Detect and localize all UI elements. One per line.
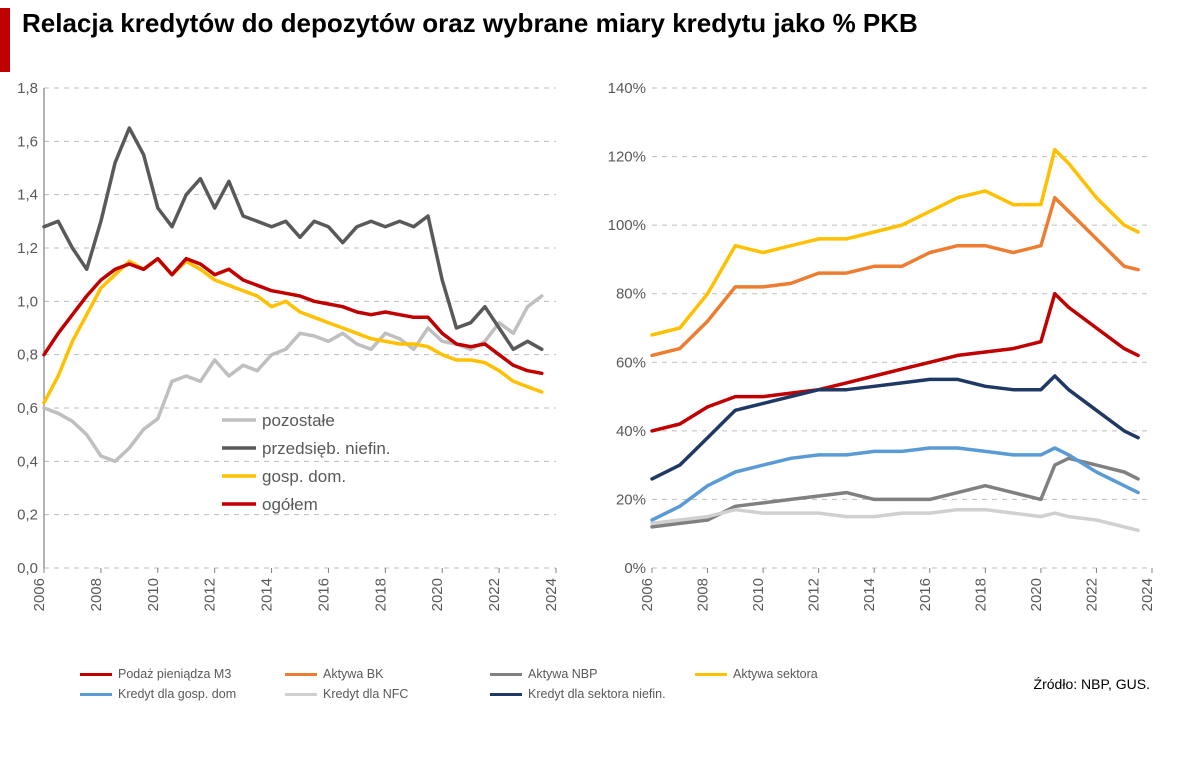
svg-text:gosp. dom.: gosp. dom.	[262, 467, 346, 486]
svg-text:1,4: 1,4	[17, 187, 38, 204]
accent-bar	[0, 8, 10, 72]
svg-text:2006: 2006	[639, 578, 656, 611]
svg-text:0,4: 0,4	[17, 453, 38, 470]
svg-text:0,8: 0,8	[17, 347, 38, 364]
svg-text:2024: 2024	[543, 578, 560, 611]
legend-swatch	[80, 693, 112, 696]
legend-item-podaz_m3: Podaż pieniądza M3	[80, 664, 285, 684]
svg-text:1,8: 1,8	[17, 80, 38, 97]
svg-text:2018: 2018	[372, 578, 389, 611]
svg-text:2008: 2008	[88, 578, 105, 611]
svg-text:2010: 2010	[145, 578, 162, 611]
chart-left: 0,0 0,2 0,4 0,6 0,8 1,0 1,2 1,4 1,6 1,8 2006 2008 20…	[0, 78, 570, 658]
svg-text:2020: 2020	[1028, 578, 1045, 611]
svg-text:2006: 2006	[31, 578, 48, 611]
title-row: Relacja kredytów do depozytów oraz wybra…	[0, 0, 1200, 72]
svg-text:2022: 2022	[486, 578, 503, 611]
source-text: Źródło: NBP, GUS.	[1034, 676, 1170, 692]
charts-row: 0,0 0,2 0,4 0,6 0,8 1,0 1,2 1,4 1,6 1,8 2006 2008 20…	[0, 72, 1200, 658]
legend-label: Aktywa BK	[323, 667, 383, 681]
svg-text:1,6: 1,6	[17, 133, 38, 150]
svg-text:0,0: 0,0	[17, 560, 38, 577]
svg-text:pozostałe: pozostałe	[262, 411, 335, 430]
legend-swatch	[285, 673, 317, 676]
bottom-legend: Podaż pieniądza M3 Aktywa BK Aktywa NBP Akt…	[0, 658, 1200, 704]
svg-text:przedsięb. niefin.: przedsięb. niefin.	[262, 439, 391, 458]
legend-item-kredyt_sektor_niefin: Kredyt dla sektora niefin.	[490, 684, 695, 704]
svg-text:0,6: 0,6	[17, 400, 38, 417]
svg-text:60%: 60%	[616, 354, 646, 371]
legend-label: Kredyt dla gosp. dom	[118, 687, 236, 701]
svg-text:2014: 2014	[861, 578, 878, 611]
legend-item-aktywa_sektora: Aktywa sektora	[695, 664, 900, 684]
svg-text:2016: 2016	[917, 578, 934, 611]
legend-item-kredyt_gosp_dom: Kredyt dla gosp. dom	[80, 684, 285, 704]
legend-label: Podaż pieniądza M3	[118, 667, 231, 681]
svg-text:2020: 2020	[429, 578, 446, 611]
svg-text:40%: 40%	[616, 423, 646, 440]
svg-text:120%: 120%	[608, 149, 646, 166]
chart-right: 0% 20% 40% 60% 80% 100% 120% 140% 2006 2008 2010 20…	[586, 78, 1166, 658]
svg-text:2022: 2022	[1083, 578, 1100, 611]
svg-text:ogółem: ogółem	[262, 495, 318, 514]
svg-text:80%: 80%	[616, 286, 646, 303]
svg-text:2016: 2016	[315, 578, 332, 611]
legend-item-aktywa_nbp: Aktywa NBP	[490, 664, 695, 684]
svg-text:1,0: 1,0	[17, 293, 38, 310]
svg-text:2008: 2008	[695, 578, 712, 611]
legend-swatch	[285, 693, 317, 696]
legend-label: Aktywa NBP	[528, 667, 597, 681]
svg-text:2018: 2018	[972, 578, 989, 611]
svg-text:1,2: 1,2	[17, 240, 38, 257]
legend-swatch	[695, 673, 727, 676]
legend-item-kredyt_nfc: Kredyt dla NFC	[285, 684, 490, 704]
svg-text:0,2: 0,2	[17, 507, 38, 524]
legend-item-aktywa_bk: Aktywa BK	[285, 664, 490, 684]
svg-text:0%: 0%	[624, 560, 646, 577]
svg-text:2012: 2012	[202, 578, 219, 611]
svg-text:2024: 2024	[1139, 578, 1156, 611]
legend-label: Kredyt dla NFC	[323, 687, 408, 701]
svg-text:20%: 20%	[616, 491, 646, 508]
legend-label: Aktywa sektora	[733, 667, 818, 681]
page-title: Relacja kredytów do depozytów oraz wybra…	[22, 8, 918, 39]
svg-text:2012: 2012	[806, 578, 823, 611]
legend-swatch	[490, 673, 522, 676]
svg-text:100%: 100%	[608, 217, 646, 234]
svg-text:2010: 2010	[750, 578, 767, 611]
svg-text:2014: 2014	[259, 578, 276, 611]
legend-label: Kredyt dla sektora niefin.	[528, 687, 666, 701]
legend-swatch	[490, 693, 522, 696]
svg-text:140%: 140%	[608, 80, 646, 97]
legend-swatch	[80, 673, 112, 676]
